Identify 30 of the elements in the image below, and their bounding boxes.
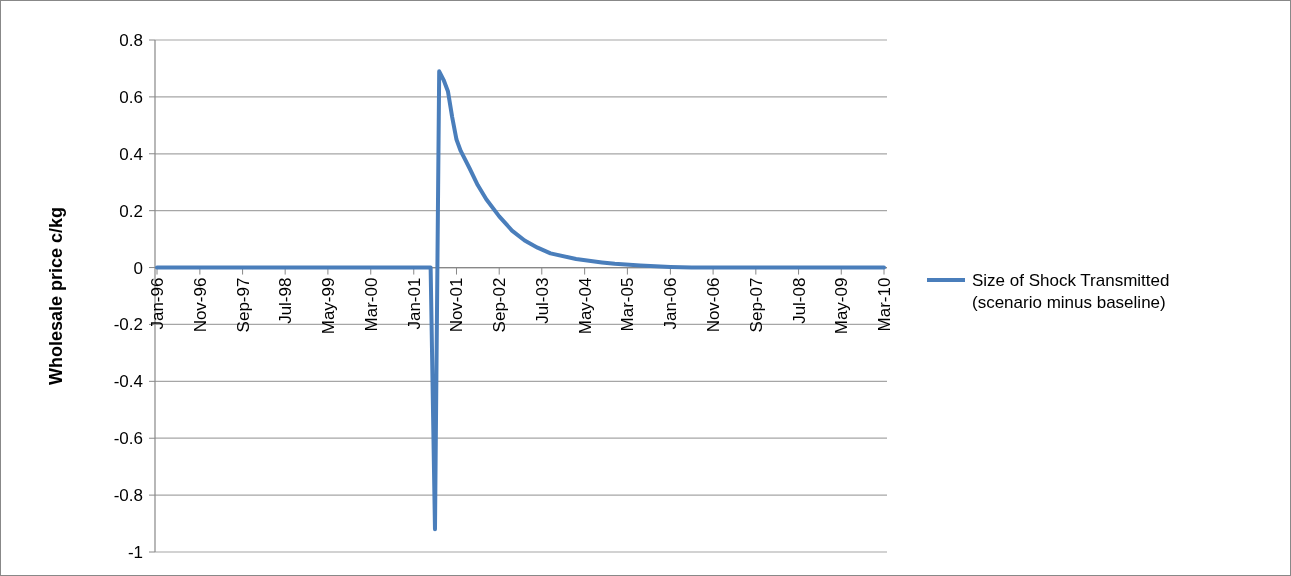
x-tick-label: Mar-05	[618, 277, 638, 332]
x-tick-label: Sep-02	[490, 277, 510, 333]
x-tick-label: Jan-01	[404, 277, 424, 330]
y-tick-label: -0.4	[113, 372, 143, 392]
x-tick-label: Jul-98	[276, 277, 296, 324]
x-tick-label: Nov-06	[704, 277, 724, 333]
x-tick-label: May-99	[318, 277, 338, 335]
y-tick-label: 0.2	[119, 201, 143, 221]
x-tick-label: Nov-01	[447, 277, 467, 333]
x-tick-label: Jul-03	[532, 277, 552, 324]
x-tick-label: Jul-08	[789, 277, 809, 324]
x-tick-label: May-04	[575, 277, 595, 335]
y-tick-label: 0.6	[119, 87, 143, 107]
y-tick-label: 0	[133, 258, 143, 278]
legend-label: Size of Shock Transmitted (scenario minus baseline)	[972, 270, 1170, 313]
y-tick-label: 0.8	[119, 30, 143, 50]
y-tick-label: 0.4	[119, 144, 143, 164]
x-tick-label: Sep-97	[233, 277, 253, 333]
x-tick-label: Mar-00	[361, 277, 381, 332]
x-tick-label: May-09	[832, 277, 852, 335]
y-axis-title: Wholesale price c/kg	[46, 206, 66, 386]
x-tick-label: Nov-96	[190, 277, 210, 333]
y-tick-label: -0.2	[113, 315, 143, 335]
y-tick-label: -0.8	[113, 486, 143, 506]
y-tick-label: -1	[127, 542, 143, 562]
y-tick-label: -0.6	[113, 429, 143, 449]
x-tick-label: Jan-96	[147, 277, 167, 330]
x-tick-label: Mar-10	[874, 277, 894, 332]
x-tick-label: Jan-06	[661, 277, 681, 330]
x-tick-label: Sep-07	[746, 277, 766, 333]
